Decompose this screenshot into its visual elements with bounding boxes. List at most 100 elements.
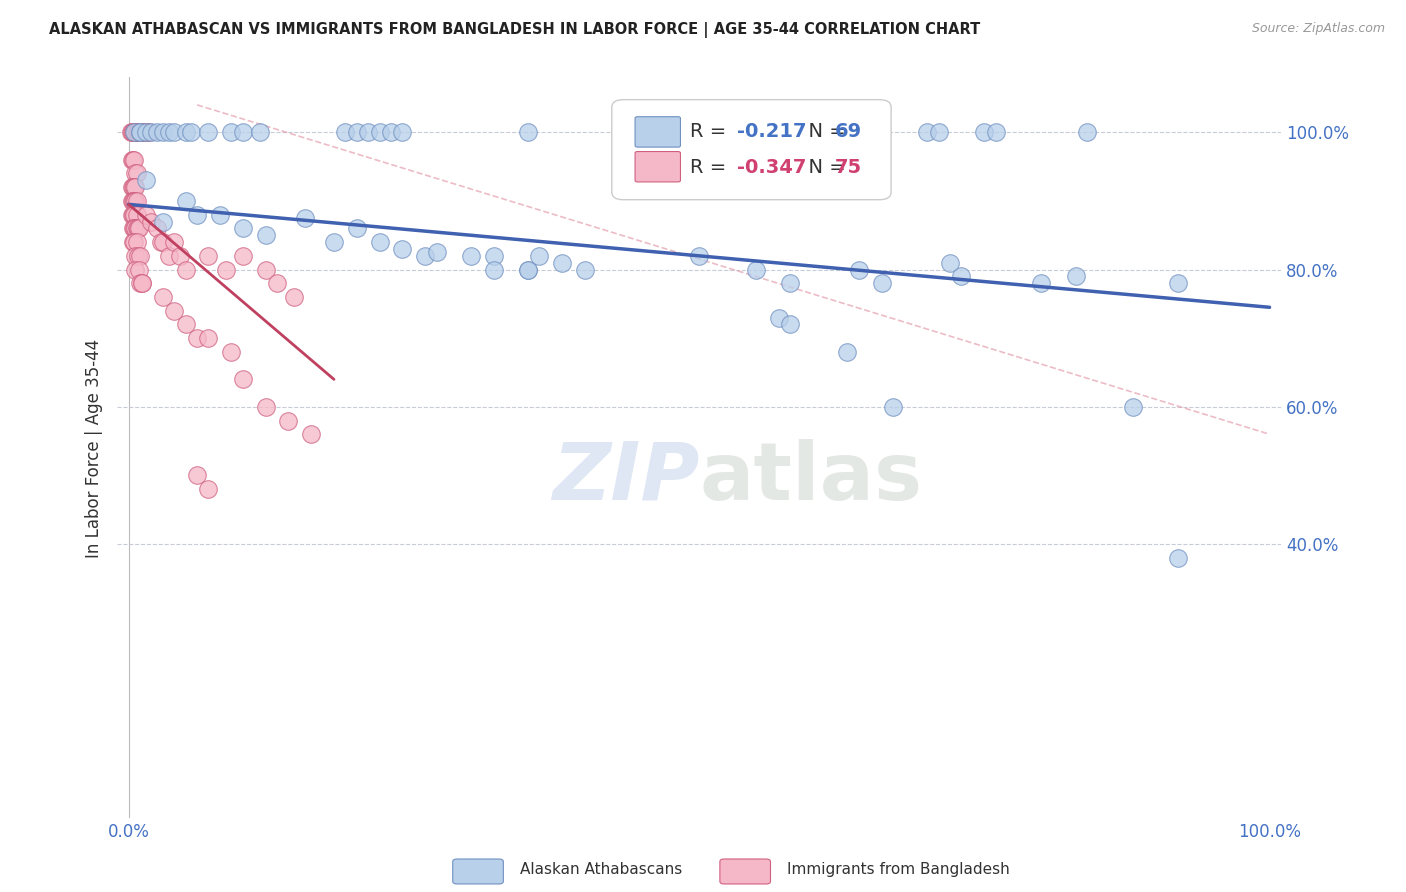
Point — [124, 262, 146, 277]
Point — [129, 125, 152, 139]
Point — [152, 290, 174, 304]
Text: N =: N = — [796, 158, 852, 177]
Point — [745, 262, 768, 277]
Point — [232, 221, 254, 235]
Point — [1122, 400, 1144, 414]
Point — [124, 167, 146, 181]
Point — [122, 221, 145, 235]
Point — [174, 194, 197, 208]
Point — [129, 277, 152, 291]
Point — [665, 125, 688, 139]
Point — [516, 262, 538, 277]
Text: 75: 75 — [835, 158, 862, 177]
Point — [426, 245, 449, 260]
Point — [124, 235, 146, 249]
Point — [254, 228, 277, 243]
Point — [180, 125, 202, 139]
Point — [870, 277, 893, 291]
Point — [163, 303, 186, 318]
Point — [146, 125, 169, 139]
Point — [174, 318, 197, 332]
Point — [129, 125, 152, 139]
Point — [1064, 269, 1087, 284]
Point — [1167, 277, 1189, 291]
Point — [152, 125, 174, 139]
Point — [174, 125, 197, 139]
Point — [121, 208, 143, 222]
Point — [122, 235, 145, 249]
Point — [135, 125, 157, 139]
Point — [120, 125, 142, 139]
Point — [152, 214, 174, 228]
Point — [197, 331, 219, 345]
Point — [391, 125, 413, 139]
Point — [124, 208, 146, 222]
Point — [214, 262, 236, 277]
Point — [124, 194, 146, 208]
Text: Source: ZipAtlas.com: Source: ZipAtlas.com — [1251, 22, 1385, 36]
Point — [219, 125, 242, 139]
Point — [127, 221, 149, 235]
Point — [122, 194, 145, 208]
Point — [121, 153, 143, 167]
Point — [482, 249, 505, 263]
Point — [122, 125, 145, 139]
Text: ZIP: ZIP — [551, 439, 699, 516]
Point — [124, 180, 146, 194]
Text: R =: R = — [690, 158, 733, 177]
Point — [149, 235, 172, 249]
Point — [529, 249, 551, 263]
Point — [125, 221, 148, 235]
Point — [174, 262, 197, 277]
Point — [928, 125, 950, 139]
Point — [219, 344, 242, 359]
Point — [516, 262, 538, 277]
Point — [124, 125, 146, 139]
Point — [380, 125, 402, 139]
Point — [779, 318, 801, 332]
Point — [121, 125, 143, 139]
Point — [688, 249, 710, 263]
Point — [723, 125, 745, 139]
Text: ALASKAN ATHABASCAN VS IMMIGRANTS FROM BANGLADESH IN LABOR FORCE | AGE 35-44 CORR: ALASKAN ATHABASCAN VS IMMIGRANTS FROM BA… — [49, 22, 980, 38]
Point — [482, 262, 505, 277]
Point — [141, 214, 163, 228]
Text: R =: R = — [690, 122, 733, 141]
Point — [277, 413, 299, 427]
Point — [882, 400, 904, 414]
Point — [128, 221, 150, 235]
Point — [186, 331, 208, 345]
Point — [122, 208, 145, 222]
Point — [163, 125, 186, 139]
Point — [122, 153, 145, 167]
Point — [1031, 277, 1053, 291]
Point — [837, 344, 859, 359]
Point — [1167, 550, 1189, 565]
Point — [232, 372, 254, 386]
Point — [779, 277, 801, 291]
FancyBboxPatch shape — [636, 152, 681, 182]
Point — [129, 125, 152, 139]
Point — [917, 125, 939, 139]
Point — [124, 221, 146, 235]
Point — [124, 125, 146, 139]
Point — [125, 194, 148, 208]
Point — [124, 125, 146, 139]
Text: N =: N = — [796, 122, 852, 141]
Point — [127, 249, 149, 263]
Point — [146, 221, 169, 235]
Point — [134, 125, 156, 139]
Point — [197, 249, 219, 263]
Point — [266, 277, 288, 291]
Point — [299, 427, 322, 442]
Point — [141, 125, 163, 139]
Point — [1076, 125, 1098, 139]
Point — [357, 125, 380, 139]
Point — [125, 235, 148, 249]
Point — [124, 180, 146, 194]
Point — [163, 235, 186, 249]
Point — [249, 125, 271, 139]
Text: -0.347: -0.347 — [738, 158, 807, 177]
Point — [127, 125, 149, 139]
Point — [124, 249, 146, 263]
